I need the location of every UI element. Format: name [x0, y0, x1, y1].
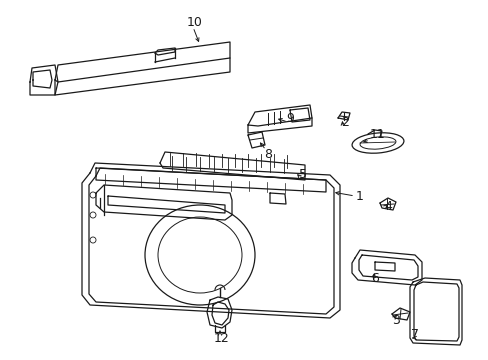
Text: 1: 1 [355, 189, 363, 202]
Text: 8: 8 [264, 148, 271, 162]
Text: 4: 4 [383, 201, 391, 213]
Text: 9: 9 [285, 112, 293, 125]
Text: 5: 5 [298, 168, 306, 181]
Text: 11: 11 [369, 129, 385, 141]
Text: 3: 3 [391, 314, 399, 327]
Text: 10: 10 [187, 15, 203, 28]
Text: 6: 6 [370, 271, 378, 284]
Text: 7: 7 [410, 328, 418, 342]
Text: 12: 12 [214, 332, 229, 345]
Text: 2: 2 [340, 116, 348, 129]
